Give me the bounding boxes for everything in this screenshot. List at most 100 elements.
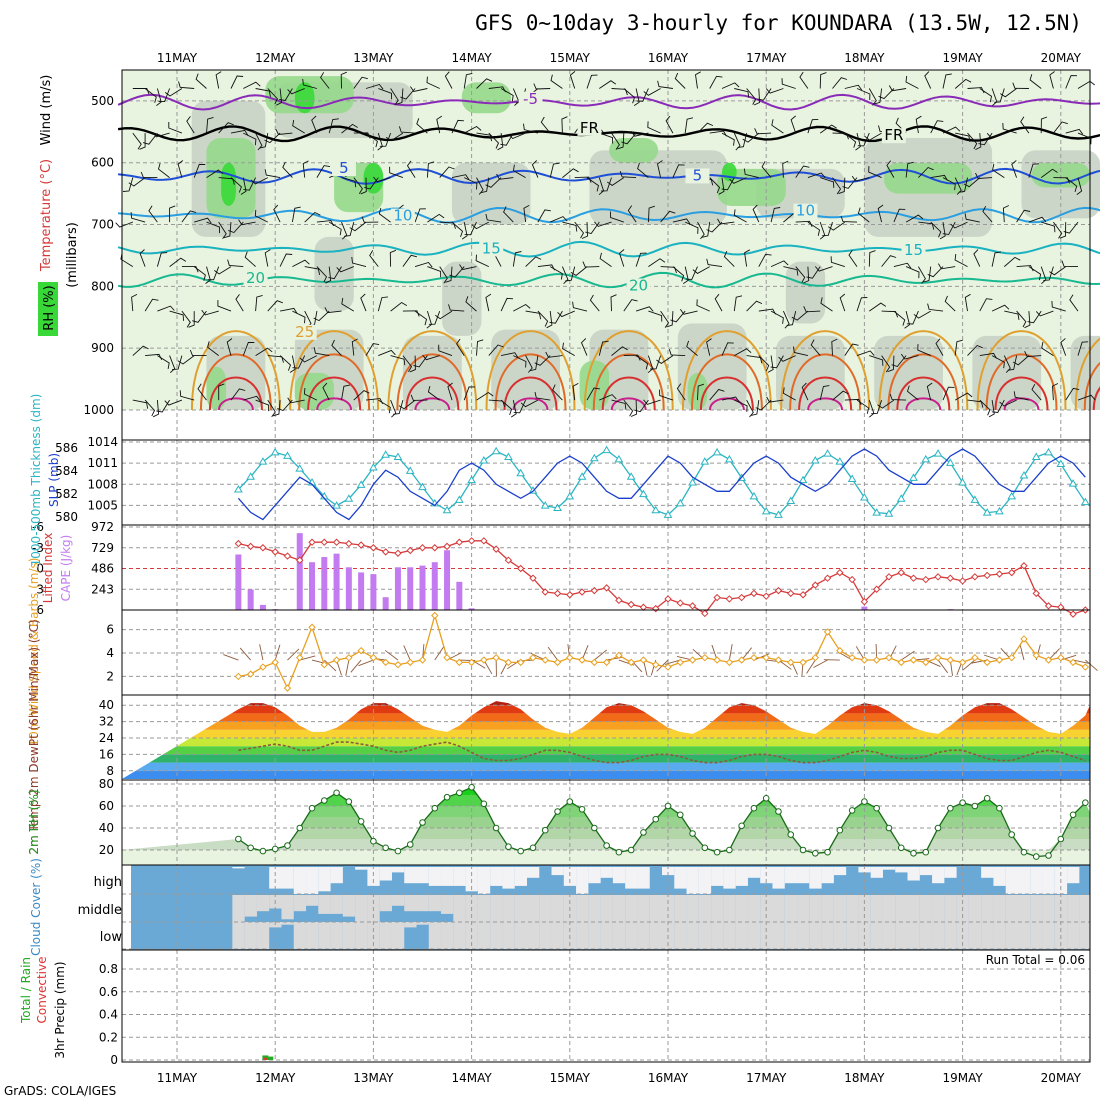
wind-barb <box>428 310 441 325</box>
wind-speed-point <box>246 670 255 678</box>
cape-li-panel: -6 -3 0 3 6 243 486 729 972 <box>32 520 1091 618</box>
wind-speed-point <box>332 656 341 664</box>
cape-bar <box>468 608 475 610</box>
wind-speed-point <box>553 658 562 667</box>
lifted-index-point <box>345 539 353 548</box>
cloud-cell-middle <box>551 895 564 922</box>
wind-barb <box>410 394 428 401</box>
wind-barb <box>973 249 981 267</box>
temp-tick: 16 <box>99 747 114 761</box>
thickness-point <box>774 510 783 518</box>
wind-barb <box>900 353 919 360</box>
lifted-index-point <box>1057 603 1065 611</box>
top-day-label: 18MAY <box>844 51 885 65</box>
lifted-index-point <box>639 603 648 611</box>
wind-barb <box>531 160 539 178</box>
thickness-point <box>798 475 808 484</box>
wind-barb <box>888 85 907 92</box>
cloud-cell-low <box>391 922 405 949</box>
rh-2m-point <box>762 795 770 802</box>
cloud-cell-high <box>711 867 724 886</box>
thickness-point <box>246 472 256 480</box>
cape-bar <box>321 557 328 610</box>
cloud-cell-high <box>490 867 503 886</box>
wind-barb <box>944 295 956 312</box>
surface-isotherm-loop <box>396 353 469 411</box>
wind-barb <box>402 310 420 317</box>
cloud-cell-low <box>404 922 417 928</box>
cloud-cell-low <box>797 922 810 949</box>
rh-2m-point <box>603 842 610 849</box>
thickness-point <box>860 493 869 501</box>
surface-wind-barb <box>900 650 915 661</box>
rh-2m-point <box>824 848 831 856</box>
cloud-cell-middle <box>490 895 503 922</box>
wind-barb <box>353 177 363 195</box>
cloud-cell-low <box>698 922 712 949</box>
thickness-point <box>381 450 391 458</box>
wind-barb <box>304 266 321 275</box>
cloud-cell-high <box>281 867 294 889</box>
wind-barb <box>242 342 255 356</box>
rh-2m-point <box>959 799 966 807</box>
chart-title: GFS 0~10day 3-hourly for KOUNDARA (13.5W… <box>475 11 1082 35</box>
rh-shading-area <box>221 162 236 206</box>
wind-barb <box>886 160 895 178</box>
wind-barb <box>436 115 443 134</box>
cape-bar <box>309 562 316 610</box>
lifted-index-point <box>553 589 562 598</box>
wind-barb <box>485 177 502 188</box>
wind-barb <box>500 399 513 416</box>
lifted-index-point <box>566 591 574 599</box>
wind-barb <box>157 355 170 369</box>
surface-isotherm-loop <box>583 330 674 411</box>
rh-2m-point <box>983 795 991 802</box>
lifted-index-point <box>652 604 660 613</box>
wind-barb <box>169 310 185 321</box>
cloud-cell-low <box>428 922 442 949</box>
wind-barb <box>844 84 863 91</box>
wind-barb <box>623 399 634 417</box>
cloud-cell-low <box>342 922 356 949</box>
rh-2m-point <box>296 824 304 832</box>
wind-barb <box>279 355 292 371</box>
cloud-cell-middle <box>784 895 798 922</box>
lifted-index-point <box>418 544 427 552</box>
rh-color-band <box>122 806 1090 817</box>
wind-barb <box>545 351 563 358</box>
cape-bar <box>296 533 303 610</box>
rh-color-band <box>122 787 1090 795</box>
wind-barb <box>599 252 612 267</box>
wind-barb <box>414 208 426 223</box>
wind-barb <box>1065 177 1078 193</box>
wind-barb <box>389 249 397 267</box>
wind-barb <box>520 399 539 408</box>
wind-barb <box>586 74 598 89</box>
rh-tick: 60 <box>99 799 114 813</box>
lifted-index-point <box>283 552 292 560</box>
lifted-index-point <box>787 589 795 598</box>
cloud-cell-low <box>711 922 724 949</box>
wind-barb <box>1020 116 1030 134</box>
wind-barb <box>729 177 747 184</box>
cloud-cell-middle <box>686 895 699 922</box>
wind-barb <box>156 399 170 413</box>
cape-bar <box>419 565 426 610</box>
wind-barb <box>523 123 539 134</box>
wind-speed-point <box>811 653 820 662</box>
thickness-point <box>270 447 280 456</box>
cloud-cell-middle <box>355 895 368 922</box>
wind-barb <box>844 343 859 356</box>
wind-barb <box>255 294 263 312</box>
cloud-cell-middle <box>514 895 527 922</box>
wind-barb <box>795 165 810 178</box>
rh-shading-area <box>785 261 826 324</box>
temperature-panel: 8 16 24 32 40 <box>99 694 1091 781</box>
wind-speed-point <box>872 656 881 664</box>
wind-barb <box>1003 355 1011 373</box>
wind-barb <box>721 82 740 89</box>
lifted-index-point <box>296 556 304 564</box>
wind-barb <box>448 304 465 312</box>
cloud-cell-middle <box>416 895 429 912</box>
